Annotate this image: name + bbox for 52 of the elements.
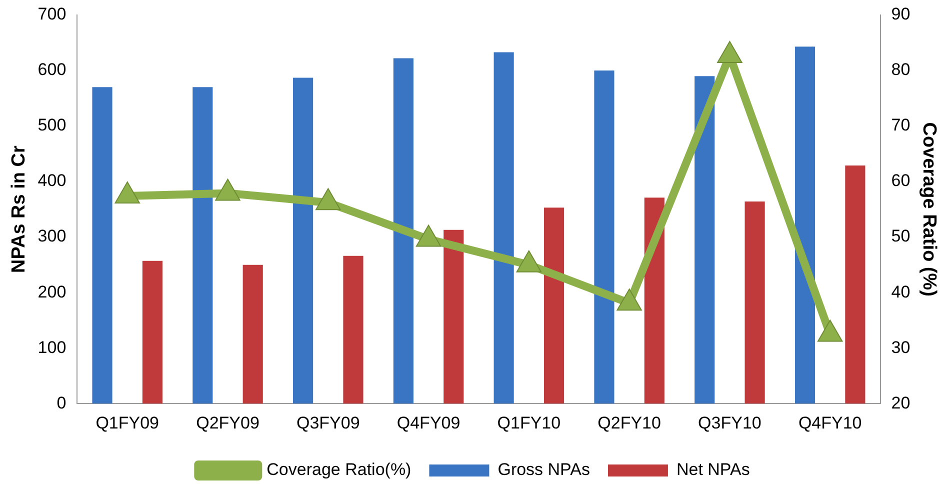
bar: [293, 78, 314, 404]
y2-tick-label: 70: [891, 116, 910, 135]
bar: [393, 58, 414, 404]
x-tick-label: Q2FY10: [598, 413, 661, 432]
bar: [494, 52, 514, 404]
y-tick-label: 500: [38, 116, 66, 135]
x-tick-label: Q4FY09: [396, 413, 460, 432]
x-tick-label: Q3FY10: [698, 413, 762, 432]
point: [316, 188, 341, 210]
bar: [444, 230, 464, 404]
y2-tick-label: 80: [891, 60, 910, 80]
point: [817, 320, 843, 342]
x-tick-label: Q1FY10: [497, 413, 561, 432]
bar: [794, 46, 816, 404]
bar: [343, 256, 364, 404]
point: [717, 41, 742, 64]
y-tick-label: 100: [38, 338, 66, 357]
point: [416, 224, 442, 247]
y-tick-label: 400: [38, 171, 66, 190]
bar: [594, 70, 614, 404]
y-tick-label: 700: [38, 4, 66, 24]
y-axis-title: NPAs Rs in Cr: [8, 145, 30, 274]
bar: [142, 260, 162, 404]
x-tick-label: Q4FY10: [798, 413, 862, 432]
bar: [544, 208, 564, 404]
bar: [92, 87, 112, 404]
y-tick-label: 0: [56, 393, 66, 412]
bar: [694, 76, 715, 404]
point: [215, 178, 240, 201]
y-tick-label: 200: [38, 282, 66, 302]
legend-label: Coverage Ratio(%): [266, 460, 412, 480]
x-tick-label: Q1FY09: [96, 413, 160, 432]
point: [114, 181, 140, 204]
y2-tick-label: 20: [891, 393, 910, 412]
y-tick-label: 300: [38, 226, 66, 246]
point: [616, 288, 642, 311]
legend-label: Net NPAs: [676, 460, 750, 480]
bar: [845, 165, 866, 404]
bar: [192, 87, 213, 404]
legend-label: Gross NPAs: [498, 460, 590, 480]
x-tick-label: Q2FY09: [196, 413, 260, 432]
bar: [744, 202, 765, 404]
y2-tick-label: 60: [891, 171, 910, 190]
x-tick-label: Q3FY09: [296, 413, 360, 432]
y-tick-label: 600: [38, 60, 66, 80]
y2-tick-label: 40: [891, 282, 910, 302]
bar: [242, 264, 263, 404]
y2-tick-label: 90: [891, 4, 910, 24]
y2-axis-title: Coverage Ratio (%): [918, 122, 940, 296]
y2-tick-label: 50: [891, 226, 910, 246]
y2-tick-label: 30: [891, 338, 910, 357]
point: [516, 250, 542, 272]
